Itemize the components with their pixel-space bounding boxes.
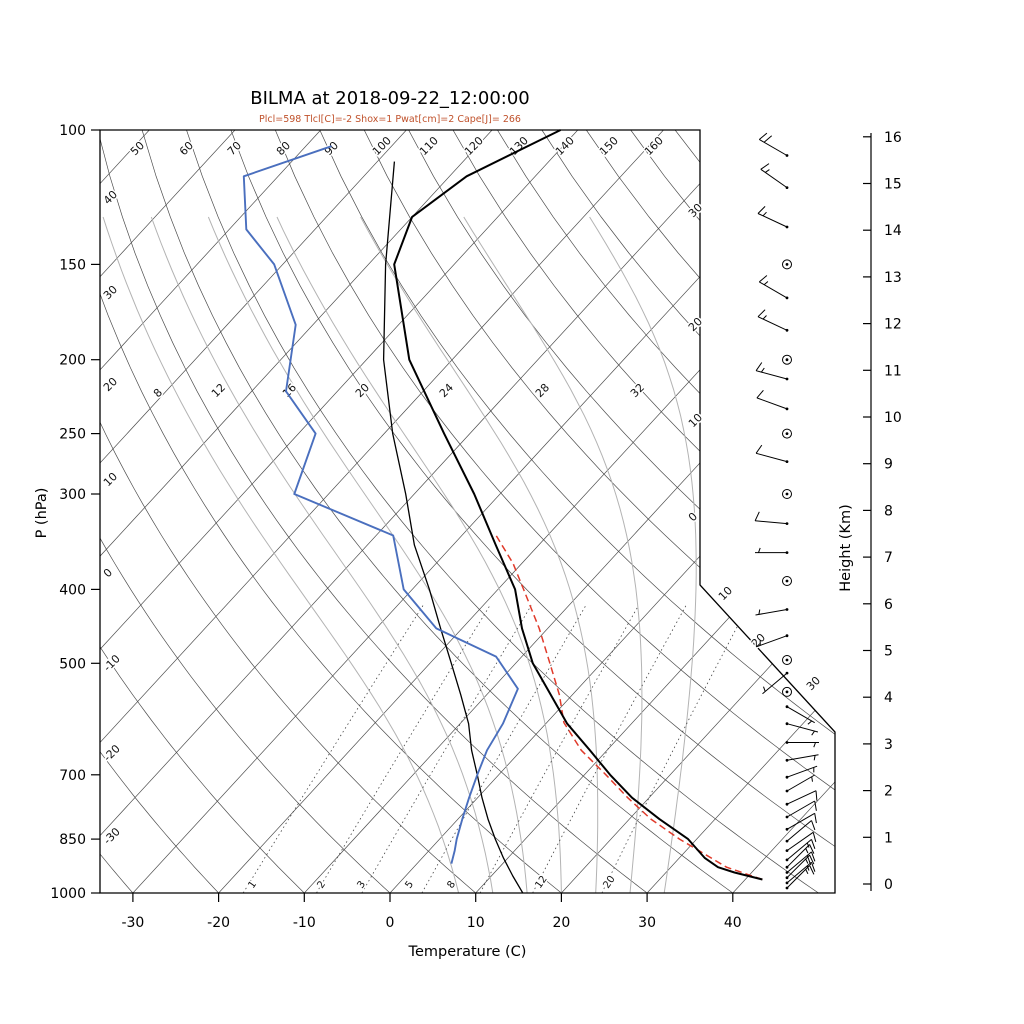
wind-barbs: [754, 132, 819, 890]
svg-text:300: 300: [59, 487, 86, 503]
plot-frame: [99, 129, 836, 894]
svg-text:4: 4: [884, 690, 893, 706]
svg-text:20: 20: [686, 315, 705, 334]
svg-text:-20: -20: [207, 915, 230, 931]
svg-text:20: 20: [353, 381, 372, 400]
svg-text:1: 1: [884, 830, 893, 846]
svg-text:60: 60: [177, 139, 196, 158]
svg-text:120: 120: [462, 134, 486, 158]
svg-text:12: 12: [884, 317, 902, 333]
dewpoint-curve: [242, 145, 519, 864]
svg-text:-20: -20: [101, 742, 123, 764]
svg-text:30: 30: [638, 915, 656, 931]
svg-text:40: 40: [101, 188, 120, 207]
svg-text:2: 2: [315, 879, 328, 891]
svg-text:100: 100: [370, 134, 394, 158]
svg-text:10: 10: [716, 584, 735, 603]
svg-text:10: 10: [686, 411, 705, 430]
svg-text:150: 150: [597, 134, 621, 158]
svg-text:32: 32: [628, 381, 647, 400]
svg-text:40: 40: [724, 915, 742, 931]
svg-text:250: 250: [59, 427, 86, 443]
pressure-axis: 100 150 200 250 300 400 500 700 850 1000: [50, 123, 100, 902]
svg-text:6: 6: [884, 597, 893, 613]
moist-adiabat-lines: [102, 216, 697, 893]
svg-text:-30: -30: [101, 825, 123, 847]
svg-text:8: 8: [151, 386, 165, 400]
svg-text:160: 160: [642, 134, 666, 158]
svg-text:14: 14: [884, 223, 902, 239]
temperature-curve: [393, 129, 763, 881]
svg-text:8: 8: [445, 879, 458, 891]
svg-text:12: 12: [533, 874, 549, 891]
svg-text:-10: -10: [101, 652, 123, 674]
svg-text:0: 0: [884, 877, 893, 893]
svg-text:11: 11: [884, 363, 902, 379]
svg-text:2: 2: [884, 784, 893, 800]
svg-text:10: 10: [884, 410, 902, 426]
svg-text:80: 80: [274, 139, 293, 158]
parcel-curve: [495, 535, 763, 881]
svg-text:50: 50: [128, 139, 147, 158]
svg-text:15: 15: [884, 177, 902, 193]
mixing-ratio-lines: [242, 605, 749, 893]
chart-title: BILMA at 2018-09-22_12:00:00: [250, 88, 530, 109]
svg-text:200: 200: [59, 353, 86, 369]
svg-text:10: 10: [467, 915, 485, 931]
svg-text:150: 150: [59, 257, 86, 273]
svg-text:0: 0: [386, 915, 395, 931]
svg-text:10: 10: [101, 470, 120, 489]
svg-text:0: 0: [101, 566, 115, 580]
svg-text:9: 9: [884, 457, 893, 473]
svg-text:8: 8: [884, 503, 893, 519]
svg-text:20: 20: [101, 375, 120, 394]
svg-text:7: 7: [884, 550, 893, 566]
svg-text:100: 100: [59, 123, 86, 139]
isotherm-lines: [100, 130, 835, 893]
svg-text:3: 3: [355, 879, 368, 891]
svg-text:20: 20: [749, 631, 768, 650]
svg-text:110: 110: [417, 134, 441, 158]
svg-text:500: 500: [59, 656, 86, 672]
svg-text:16: 16: [884, 130, 902, 146]
svg-text:3: 3: [884, 737, 893, 753]
svg-text:70: 70: [225, 139, 244, 158]
svg-text:30: 30: [804, 674, 823, 693]
parcel-moist-adiabat-curve: [382, 161, 524, 894]
svg-text:30: 30: [686, 201, 705, 220]
svg-text:140: 140: [553, 134, 577, 158]
sounding-indices: Plcl=598 Tlcl[C]=-2 Shox=1 Pwat[cm]=2 Ca…: [259, 114, 521, 125]
svg-text:-30: -30: [121, 915, 144, 931]
svg-text:700: 700: [59, 768, 86, 784]
svg-text:-10: -10: [293, 915, 316, 931]
temperature-axis: -30 -20 -10 0 10 20 30 40: [121, 893, 742, 931]
svg-text:5: 5: [403, 879, 416, 891]
svg-text:0: 0: [686, 510, 700, 524]
svg-text:30: 30: [101, 283, 120, 302]
svg-text:5: 5: [884, 644, 893, 660]
svg-text:850: 850: [59, 832, 86, 848]
svg-text:12: 12: [209, 381, 228, 400]
svg-text:13: 13: [884, 270, 902, 286]
svg-text:20: 20: [552, 915, 570, 931]
svg-text:1: 1: [246, 879, 259, 891]
svg-text:24: 24: [437, 381, 456, 400]
svg-text:1000: 1000: [50, 886, 86, 902]
x-axis-title: Temperature (C): [408, 944, 527, 960]
svg-text:400: 400: [59, 582, 86, 598]
